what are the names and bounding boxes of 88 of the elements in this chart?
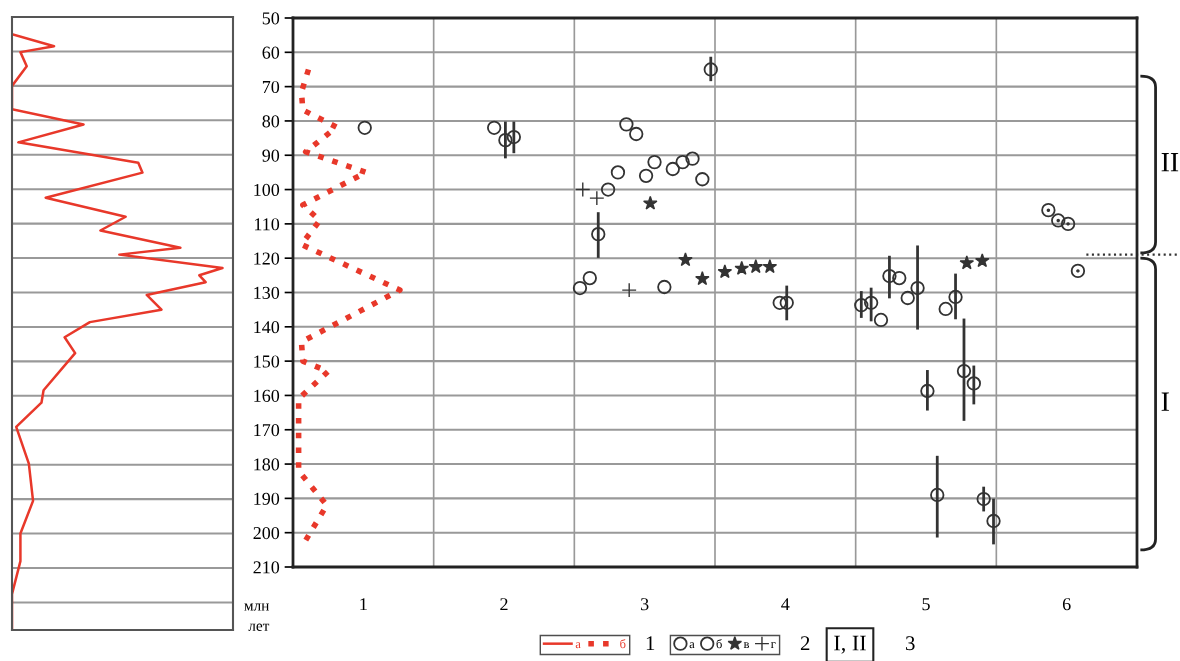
legend-label: а [689, 642, 695, 649]
text: 2 [800, 636, 810, 651]
y-tick-label: 80 [262, 115, 280, 128]
point [1070, 263, 1086, 279]
point [974, 253, 990, 268]
point [695, 271, 710, 286]
x-tick-label: 6 [1062, 598, 1071, 611]
text: II [1161, 153, 1179, 172]
point [610, 165, 626, 180]
point [863, 295, 879, 310]
point [1060, 216, 1076, 232]
point [762, 259, 778, 274]
y-tick-label: 190 [254, 492, 280, 505]
point [892, 270, 907, 286]
point [665, 161, 680, 177]
y-tick-label: 180 [254, 458, 280, 471]
point [572, 280, 588, 296]
y-tick-label: 60 [262, 46, 280, 59]
point [986, 513, 1001, 529]
y-tick-label: 200 [253, 526, 280, 540]
point [873, 312, 889, 328]
point [506, 129, 522, 145]
point [357, 120, 372, 135]
point [685, 151, 700, 166]
point [930, 487, 945, 503]
point [582, 270, 597, 286]
legend-label: г [770, 642, 776, 649]
point [675, 154, 690, 170]
x-tick-label: 4 [781, 598, 790, 611]
point [600, 182, 616, 197]
point [948, 289, 963, 305]
point [575, 181, 591, 198]
point [591, 227, 606, 242]
y-tick-label: 50 [262, 12, 280, 25]
point [854, 298, 869, 313]
y-tick-label: 160 [254, 389, 280, 402]
y-axis-title: млн лет [244, 603, 270, 631]
text: I [1161, 392, 1169, 411]
x-tick-label: 1 [360, 598, 367, 611]
point [772, 295, 787, 310]
point [621, 282, 637, 298]
point [695, 172, 710, 187]
y-tick-label: 120 [254, 252, 280, 265]
point [920, 383, 935, 399]
point [703, 62, 718, 77]
y-tick-label: 140 [254, 321, 280, 334]
point [959, 255, 975, 270]
y-tick-label: 130 [254, 286, 280, 299]
point [638, 168, 654, 183]
point [882, 268, 897, 284]
point [589, 190, 605, 206]
point [486, 120, 502, 135]
point [619, 117, 634, 132]
y-tick-label: 90 [262, 149, 280, 162]
legend-label: б [716, 639, 722, 649]
y-tick-label: 70 [262, 80, 280, 94]
point [966, 376, 981, 391]
text: б [620, 639, 626, 649]
text: 3 [906, 636, 915, 651]
point [938, 301, 953, 317]
point [498, 132, 513, 148]
point [748, 259, 764, 274]
point [717, 264, 733, 279]
legend-label: в [743, 642, 750, 649]
point [642, 195, 658, 210]
y-tick-label: 100 [254, 183, 280, 196]
text: 1 [646, 636, 655, 651]
x-tick-label: 5 [922, 598, 930, 611]
point [910, 280, 925, 296]
point [976, 491, 991, 507]
point [1051, 213, 1066, 228]
point [629, 126, 644, 142]
text: I, II [834, 635, 866, 654]
x-tick-label: 3 [641, 598, 649, 611]
legend-label: а [575, 642, 581, 649]
y-tick-label: 110 [254, 218, 280, 231]
y-tick-label: 150 [254, 355, 280, 368]
point [900, 290, 915, 306]
point [734, 260, 750, 275]
point [1041, 202, 1056, 218]
point [678, 252, 693, 267]
y-tick-label: 210 [253, 561, 280, 574]
point [647, 154, 662, 170]
point [779, 295, 794, 310]
point [657, 279, 672, 295]
y-tick-label: 170 [254, 424, 280, 437]
point [956, 363, 972, 379]
x-tick-label: 2 [500, 598, 508, 611]
